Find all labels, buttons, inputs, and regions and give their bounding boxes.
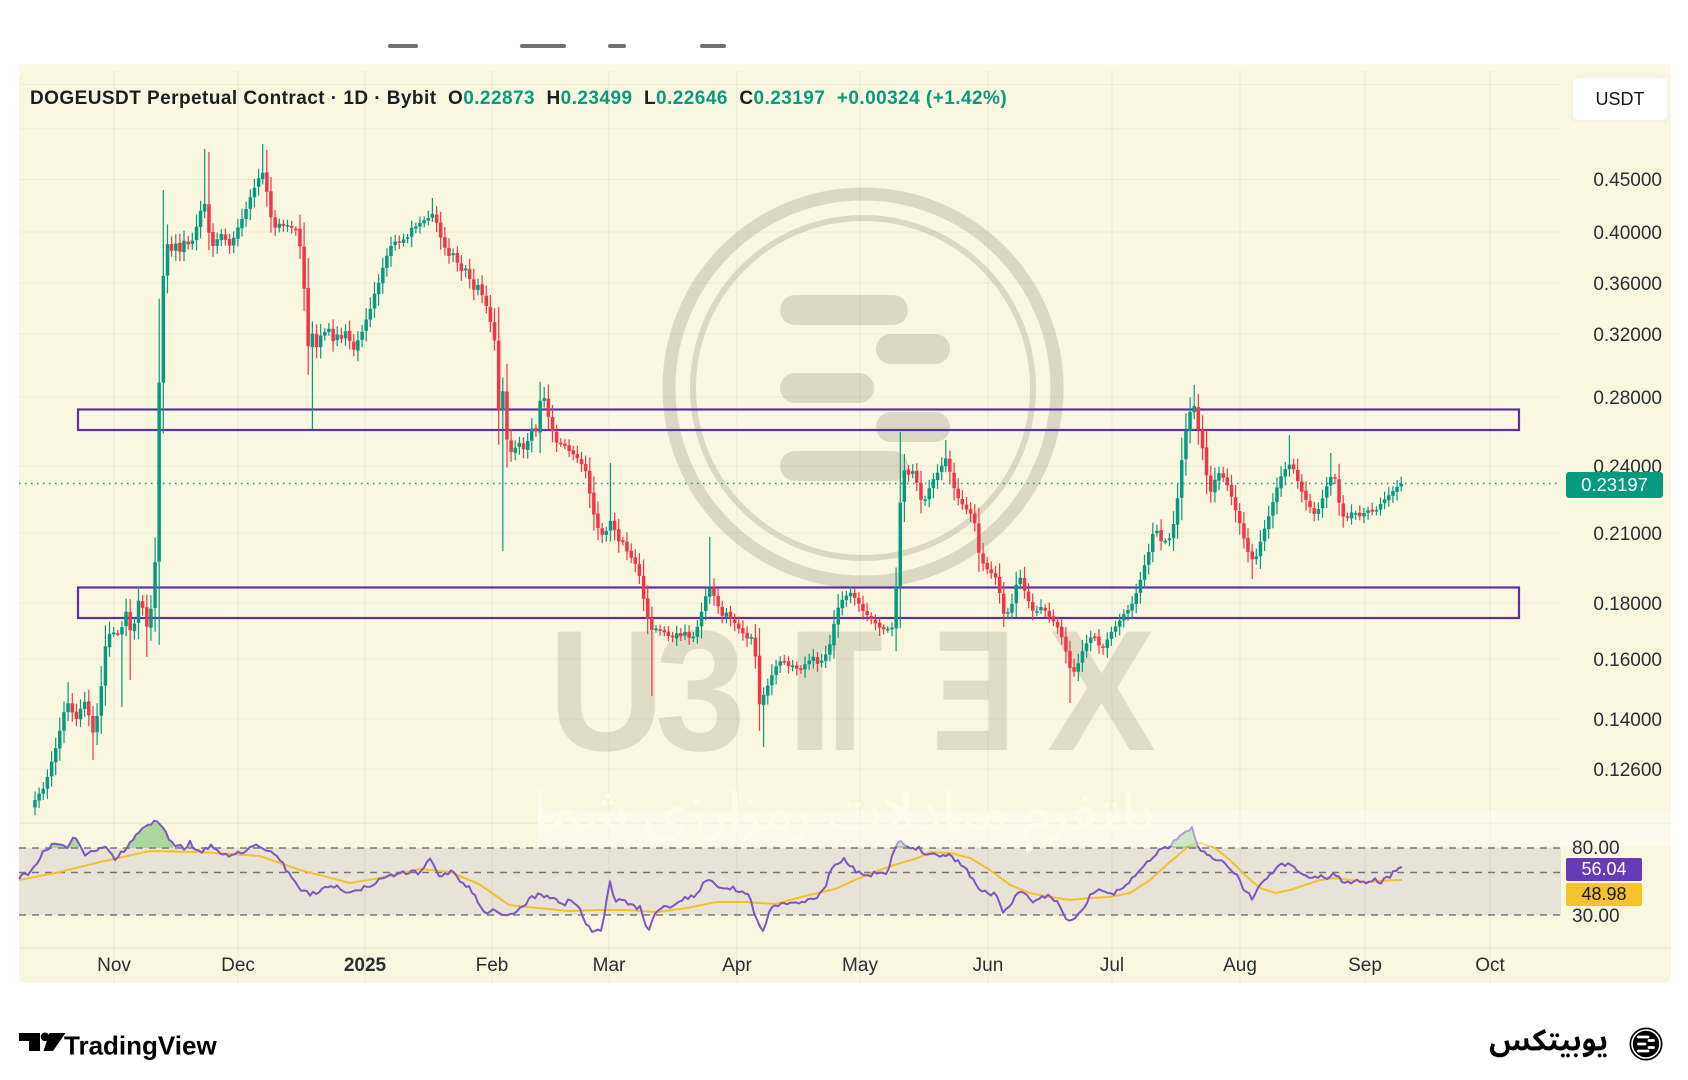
svg-text:I: I [786, 595, 834, 787]
svg-text:TradingView: TradingView [64, 1031, 217, 1061]
svg-text:E: E [932, 594, 1015, 787]
svg-text:X: X [1047, 594, 1156, 787]
svg-text:U: U [548, 595, 665, 787]
svg-text:T: T [807, 594, 883, 787]
